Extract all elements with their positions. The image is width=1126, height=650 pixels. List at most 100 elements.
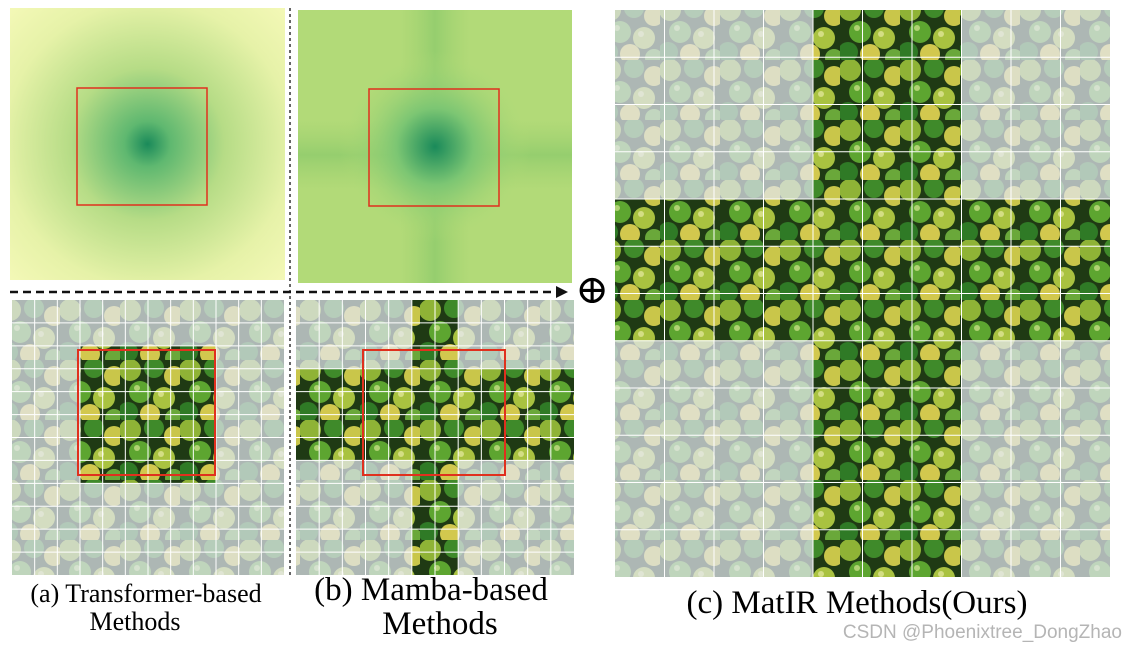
fade-cell: [34, 460, 58, 484]
fade-cell: [261, 391, 284, 415]
window-box: [77, 349, 216, 476]
fade-cell: [527, 322, 551, 346]
fade-cell: [296, 460, 320, 484]
fade-cell: [319, 322, 343, 346]
fade-cell: [342, 529, 366, 553]
fade-cell: [125, 529, 148, 553]
fade-cell: [763, 529, 813, 577]
fade-cell: [388, 506, 412, 530]
fade-cell: [12, 345, 35, 369]
fade-cell: [216, 460, 239, 484]
fade-cell: [57, 345, 80, 369]
fade-cell: [504, 506, 528, 530]
fade-cell: [1011, 529, 1061, 577]
fade-cell: [458, 300, 482, 323]
fade-cell: [527, 460, 551, 484]
caption: Methods: [90, 607, 181, 636]
fade-cell: [12, 483, 35, 507]
fade-cell: [458, 529, 482, 553]
fade-cell: [664, 10, 714, 58]
fade-cell: [148, 483, 171, 507]
fade-cell: [148, 506, 171, 530]
operator: ⊕: [575, 267, 609, 312]
fade-cell: [342, 300, 366, 323]
fade-cell: [388, 483, 412, 507]
fade-cell: [550, 529, 574, 553]
window-box: [362, 349, 506, 476]
fade-cell: [1011, 388, 1061, 436]
fade-cell: [1060, 57, 1110, 105]
fade-cell: [57, 506, 80, 530]
fade-cell: [125, 322, 148, 346]
fade-cell: [238, 391, 262, 415]
fade-cell: [296, 529, 320, 553]
fade-cell: [12, 506, 35, 530]
fade-cell: [261, 414, 284, 438]
fade-cell: [961, 482, 1011, 530]
fade-cell: [615, 57, 665, 105]
fade-cell: [57, 322, 80, 346]
fade-cell: [57, 391, 80, 415]
fade-cell: [615, 529, 665, 577]
fade-cell: [961, 435, 1011, 483]
fade-cell: [550, 552, 574, 575]
fade-cell: [102, 483, 126, 507]
fade-cell: [763, 435, 813, 483]
fade-cell: [296, 300, 320, 323]
fade-cell: [504, 529, 528, 553]
fade-cell: [238, 483, 262, 507]
fade-cell: [102, 322, 126, 346]
fade-cell: [763, 482, 813, 530]
fade-cell: [550, 460, 574, 484]
fade-cell: [12, 460, 35, 484]
fade-cell: [319, 300, 343, 323]
fade-cell: [481, 529, 505, 553]
window-box: [368, 88, 500, 207]
fade-cell: [664, 104, 714, 152]
fade-cell: [193, 483, 216, 507]
fade-cell: [714, 435, 764, 483]
fade-cell: [527, 345, 551, 369]
fade-cell: [1060, 340, 1110, 388]
fade-cell: [261, 368, 284, 392]
fade-cell: [961, 151, 1011, 199]
fade-cell: [34, 300, 58, 323]
fade-cell: [961, 57, 1011, 105]
fade-cell: [148, 552, 171, 575]
fade-cell: [34, 552, 58, 575]
fade-cell: [527, 506, 551, 530]
fade-cell: [57, 552, 80, 575]
fade-cell: [238, 437, 262, 461]
fade-cell: [714, 340, 764, 388]
fade-cell: [527, 552, 551, 575]
fade-cell: [1060, 104, 1110, 152]
fade-cell: [238, 300, 262, 323]
fade-cell: [763, 57, 813, 105]
fade-cell: [216, 437, 239, 461]
fade-cell: [615, 388, 665, 436]
fade-cell: [12, 391, 35, 415]
fade-cell: [148, 529, 171, 553]
fade-cell: [238, 345, 262, 369]
fade-cell: [763, 340, 813, 388]
fade-cell: [961, 388, 1011, 436]
fade-cell: [1011, 151, 1061, 199]
fade-cell: [80, 552, 103, 575]
fade-cell: [1060, 388, 1110, 436]
fade-cell: [34, 437, 58, 461]
fade-cell: [458, 460, 482, 484]
fade-cell: [365, 529, 389, 553]
fade-cell: [388, 529, 412, 553]
fade-cell: [1011, 10, 1061, 58]
fade-cell: [504, 483, 528, 507]
fade-cell: [296, 322, 320, 346]
fade-cell: [12, 414, 35, 438]
fade-cell: [238, 460, 262, 484]
fade-cell: [664, 57, 714, 105]
watermark: CSDN @Phoenixtree_DongZhao: [843, 622, 1122, 643]
fade-cell: [238, 414, 262, 438]
fade-cell: [102, 300, 126, 323]
fade-cell: [57, 460, 80, 484]
fade-cell: [664, 482, 714, 530]
